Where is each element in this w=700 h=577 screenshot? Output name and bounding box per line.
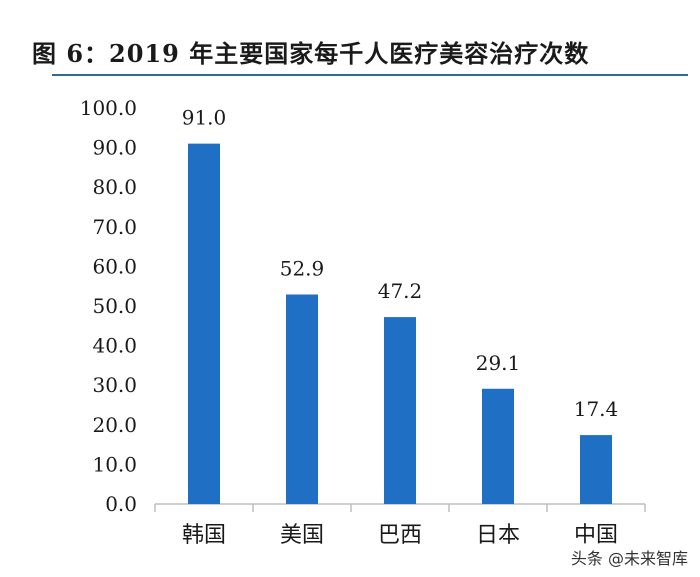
value-labels: 91.0 52.9 47.2 29.1 17.4 xyxy=(182,106,619,421)
watermark: 头条 @未来智库 xyxy=(564,543,694,571)
y-tick-label: 70.0 xyxy=(92,215,137,239)
category-label: 日本 xyxy=(476,523,520,548)
category-labels: 韩国 美国 巴西 日本 中国 xyxy=(182,523,618,548)
y-tick-label: 30.0 xyxy=(92,373,137,397)
y-tick-label: 100.0 xyxy=(80,96,137,120)
category-label: 巴西 xyxy=(378,523,422,548)
y-tick-label: 60.0 xyxy=(92,254,137,278)
value-label: 47.2 xyxy=(378,279,423,303)
chart-title: 图 6：2019 年主要国家每千人医疗美容治疗次数 xyxy=(32,39,590,68)
bar-3 xyxy=(384,317,416,504)
value-label: 17.4 xyxy=(574,397,619,421)
title-divider xyxy=(52,74,688,76)
value-label: 52.9 xyxy=(280,257,325,281)
bars xyxy=(188,143,612,504)
bar-2 xyxy=(286,294,318,504)
bar-4 xyxy=(482,388,514,504)
y-tick-label: 0.0 xyxy=(105,492,137,516)
y-tick-label: 20.0 xyxy=(92,413,137,437)
category-label: 美国 xyxy=(280,523,324,548)
category-label: 韩国 xyxy=(182,523,226,548)
y-tick-label: 10.0 xyxy=(92,452,137,476)
y-tick-label: 80.0 xyxy=(92,175,137,199)
value-label: 29.1 xyxy=(476,351,521,375)
y-tick-label: 40.0 xyxy=(92,334,137,358)
bar-5 xyxy=(580,435,612,504)
y-axis-ticks: 0.0 10.0 20.0 30.0 40.0 50.0 60.0 70.0 80.0 90.0 1… xyxy=(80,96,137,516)
bar-1 xyxy=(188,143,220,504)
x-axis-tick-marks xyxy=(154,504,646,512)
value-label: 91.0 xyxy=(182,106,227,130)
y-tick-label: 50.0 xyxy=(92,294,137,318)
y-tick-label: 90.0 xyxy=(92,136,137,160)
